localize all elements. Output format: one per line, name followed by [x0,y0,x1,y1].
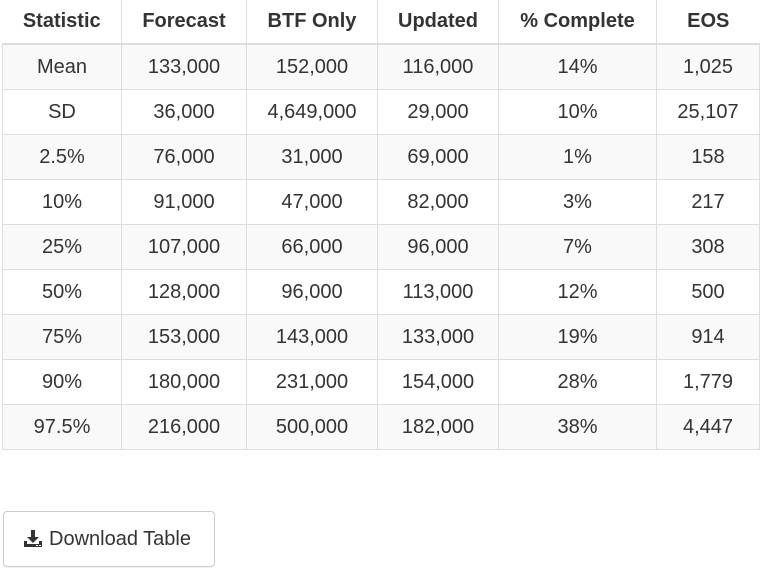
table-cell: 153,000 [121,314,247,360]
table-cell: 217 [656,179,760,225]
download-button-label: Download Table [49,527,191,550]
table-cell: 31,000 [246,134,378,180]
table-cell: 66,000 [246,224,378,270]
table-cell: 1,025 [656,43,760,90]
table-row: 25% 107,000 66,000 96,000 7% 308 [2,224,760,270]
table-cell: 180,000 [121,359,247,405]
table-cell: 308 [656,224,760,270]
table-cell: 82,000 [377,179,499,225]
download-icon [23,529,43,549]
table-cell: 154,000 [377,359,499,405]
column-header-complete: % Complete [498,0,657,45]
statistics-table: Statistic Forecast BTF Only Updated% Comple… [2,0,760,450]
table-cell: 500,000 [246,404,378,450]
table-cell: 133,000 [121,43,247,90]
table-cell: 96,000 [246,269,378,315]
table-cell: 14% [498,43,657,90]
table-cell: 47,000 [246,179,378,225]
table-cell: 133,000 [377,314,499,360]
table-row: SD 36,000 4,649,000 29,000 10% 25,107 [2,89,760,135]
table-cell: 2.5% [2,134,122,180]
table-cell: 113,000 [377,269,499,315]
column-header-forecast: Forecast [121,0,247,45]
table-header: Statistic Forecast BTF Only Updated% Comple… [2,0,760,45]
table-cell: 90% [2,359,122,405]
table-row: Mean 133,000 152,000 116,000 14% 1,025 [2,43,760,90]
column-header-btf-only: BTF Only [246,0,378,45]
table-row: 75% 153,000 143,000 133,000 19% 914 [2,314,760,360]
table-cell: 28% [498,359,657,405]
table-cell: 36,000 [121,89,247,135]
table-cell: 50% [2,269,122,315]
table-cell: 3% [498,179,657,225]
table-cell: 38% [498,404,657,450]
table-cell: 76,000 [121,134,247,180]
table-cell: 10% [498,89,657,135]
table-cell: 69,000 [377,134,499,180]
table-cell: Mean [2,43,122,90]
table-cell: 4,649,000 [246,89,378,135]
table-row: 90% 180,000 231,000 154,000 28% 1,779 [2,359,760,405]
table-cell: 12% [498,269,657,315]
table-cell: 1% [498,134,657,180]
table-cell: 7% [498,224,657,270]
table-cell: 107,000 [121,224,247,270]
column-header-eos: EOS [656,0,760,45]
table-cell: 231,000 [246,359,378,405]
table-cell: 91,000 [121,179,247,225]
column-header-updated: Updated [377,0,499,45]
table-body: Mean 133,000 152,000 116,000 14% 1,025 SD 36,00… [2,43,760,450]
table-cell: 1,779 [656,359,760,405]
table-cell: 182,000 [377,404,499,450]
table-cell: 500 [656,269,760,315]
statistics-table-container: Statistic Forecast BTF Only Updated% Comple… [2,0,760,450]
table-row: 2.5% 76,000 31,000 69,000 1% 158 [2,134,760,180]
table-cell: 25,107 [656,89,760,135]
table-row: 97.5% 216,000 500,000 182,000 38% 4,447 [2,404,760,450]
table-cell: SD [2,89,122,135]
table-cell: 216,000 [121,404,247,450]
header-row: Statistic Forecast BTF Only Updated% Comple… [2,0,760,45]
table-row: 10% 91,000 47,000 82,000 3% 217 [2,179,760,225]
table-cell: 10% [2,179,122,225]
table-cell: 19% [498,314,657,360]
table-cell: 914 [656,314,760,360]
table-row: 50% 128,000 96,000 113,000 12% 500 [2,269,760,315]
table-cell: 128,000 [121,269,247,315]
download-table-button[interactable]: Download Table [3,511,215,567]
table-cell: 29,000 [377,89,499,135]
table-cell: 97.5% [2,404,122,450]
table-cell: 158 [656,134,760,180]
table-cell: 75% [2,314,122,360]
table-cell: 152,000 [246,43,378,90]
table-cell: 96,000 [377,224,499,270]
table-cell: 25% [2,224,122,270]
table-cell: 116,000 [377,43,499,90]
table-cell: 143,000 [246,314,378,360]
table-cell: 4,447 [656,404,760,450]
column-header-statistic: Statistic [2,0,122,45]
